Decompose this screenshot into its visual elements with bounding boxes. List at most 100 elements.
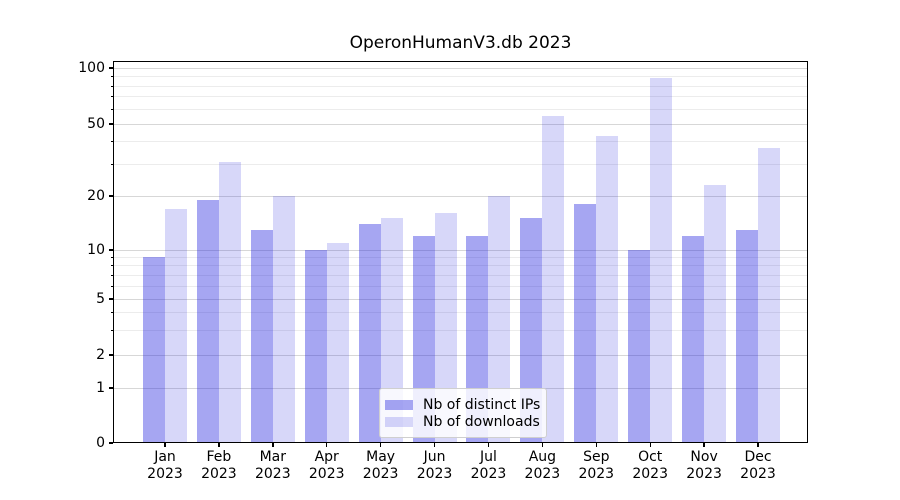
y-tick-label: 100 bbox=[78, 60, 105, 76]
y-tick-label: 1 bbox=[96, 380, 105, 396]
legend-label-distinct-ips: Nb of distinct IPs bbox=[423, 396, 541, 413]
y-tick-label: 20 bbox=[87, 188, 105, 204]
gridline-minor bbox=[113, 108, 808, 110]
gridline-minor bbox=[113, 85, 808, 87]
y-minor-tick-mark bbox=[110, 76, 113, 77]
gridline-major bbox=[113, 298, 808, 300]
y-minor-tick-mark bbox=[110, 163, 113, 165]
x-tick-label-nov: Nov 2023 bbox=[686, 449, 722, 482]
gridline-major bbox=[113, 195, 808, 197]
bar-downloads-jan bbox=[165, 208, 187, 443]
y-tick-mark bbox=[109, 298, 113, 300]
x-tick-label-sep: Sep 2023 bbox=[578, 449, 615, 482]
y-minor-tick-mark bbox=[110, 256, 113, 258]
x-tick-label-oct: Oct 2023 bbox=[632, 449, 668, 482]
x-tick-mark bbox=[703, 443, 705, 447]
y-minor-tick-mark bbox=[110, 285, 113, 287]
gridline-minor bbox=[113, 163, 808, 165]
y-minor-tick-mark bbox=[110, 329, 113, 331]
x-tick-label-feb: Feb 2023 bbox=[201, 449, 237, 482]
bar-ips-mar bbox=[250, 229, 273, 443]
x-tick-label-aug: Aug 2023 bbox=[524, 449, 561, 482]
bar-downloads-sep bbox=[596, 135, 619, 443]
bar-ips-sep bbox=[574, 204, 597, 443]
gridline-minor bbox=[113, 274, 808, 276]
legend: Nb of distinct IPs Nb of downloads bbox=[379, 388, 547, 438]
bar-ips-apr bbox=[304, 250, 327, 443]
gridline-major bbox=[113, 123, 808, 125]
y-minor-tick-mark bbox=[110, 108, 113, 110]
x-tick-mark bbox=[757, 443, 759, 447]
x-tick-mark bbox=[487, 443, 490, 447]
legend-label-downloads: Nb of downloads bbox=[423, 413, 540, 430]
bar-ips-aug bbox=[520, 218, 543, 443]
bar-ips-feb bbox=[196, 199, 219, 443]
gridline-major bbox=[113, 249, 808, 251]
x-tick-label-jan: Jan 2023 bbox=[147, 449, 183, 482]
y-tick-mark bbox=[109, 249, 113, 251]
gridline-minor bbox=[113, 265, 808, 267]
bar-ips-oct bbox=[628, 250, 651, 443]
legend-entry-downloads: Nb of downloads bbox=[385, 413, 546, 430]
y-tick-mark bbox=[109, 442, 113, 444]
x-tick-mark bbox=[433, 443, 436, 447]
x-tick-mark bbox=[380, 443, 382, 447]
x-tick-mark bbox=[595, 443, 597, 447]
legend-entry-distinct-ips: Nb of distinct IPs bbox=[385, 396, 546, 413]
bar-ips-jan bbox=[143, 257, 165, 443]
gridline-minor bbox=[113, 312, 808, 314]
y-tick-mark bbox=[109, 123, 113, 125]
bar-downloads-jun bbox=[434, 213, 457, 443]
y-tick-label: 0 bbox=[96, 435, 105, 451]
gridline-minor bbox=[113, 285, 808, 287]
gridline-minor bbox=[113, 141, 808, 143]
bar-downloads-mar bbox=[272, 196, 295, 443]
gridline-minor bbox=[113, 96, 808, 98]
y-tick-mark bbox=[109, 195, 113, 197]
bar-downloads-apr bbox=[326, 242, 349, 443]
x-tick-label-apr: Apr 2023 bbox=[308, 449, 345, 482]
bar-ips-may bbox=[358, 223, 381, 443]
chart-title: OperonHumanV3.db 2023 bbox=[349, 33, 572, 53]
bar-downloads-feb bbox=[218, 161, 241, 443]
x-tick-mark bbox=[164, 443, 166, 447]
bar-downloads-aug bbox=[542, 116, 565, 443]
y-tick-mark bbox=[109, 67, 113, 69]
gridline-minor bbox=[113, 256, 808, 258]
y-minor-tick-mark bbox=[110, 85, 113, 87]
x-tick-mark bbox=[649, 443, 651, 447]
y-minor-tick-mark bbox=[110, 96, 113, 98]
y-tick-label: 5 bbox=[96, 291, 105, 307]
legend-swatch-downloads bbox=[385, 416, 413, 427]
x-tick-label-jun: Jun 2023 bbox=[416, 449, 453, 482]
bar-downloads-oct bbox=[650, 78, 673, 443]
x-tick-label-dec: Dec 2023 bbox=[740, 449, 776, 482]
y-tick-mark bbox=[109, 354, 113, 356]
x-tick-mark bbox=[326, 443, 328, 447]
legend-swatch-distinct-ips bbox=[385, 399, 413, 410]
gridline-major bbox=[113, 354, 808, 356]
bar-ips-nov bbox=[682, 235, 705, 443]
y-tick-mark bbox=[109, 387, 113, 389]
y-minor-tick-mark bbox=[110, 141, 113, 143]
x-tick-mark bbox=[218, 443, 220, 447]
y-minor-tick-mark bbox=[110, 265, 113, 267]
y-tick-label: 10 bbox=[87, 242, 105, 258]
plot-area bbox=[113, 61, 808, 443]
y-tick-label: 2 bbox=[96, 347, 105, 363]
y-minor-tick-mark bbox=[110, 274, 113, 276]
y-minor-tick-mark bbox=[110, 312, 113, 314]
bar-downloads-jul bbox=[488, 196, 511, 443]
gridline-minor bbox=[113, 329, 808, 331]
x-tick-mark bbox=[272, 443, 274, 447]
bar-ips-dec bbox=[735, 229, 758, 443]
bar-downloads-nov bbox=[704, 185, 727, 443]
x-tick-label-may: May 2023 bbox=[362, 449, 399, 482]
gridline-major bbox=[113, 67, 808, 69]
bar-downloads-may bbox=[380, 218, 403, 443]
bar-downloads-dec bbox=[757, 147, 780, 443]
x-tick-label-jul: Jul 2023 bbox=[470, 449, 507, 482]
gridline-minor bbox=[113, 76, 808, 77]
x-tick-label-mar: Mar 2023 bbox=[254, 449, 291, 482]
